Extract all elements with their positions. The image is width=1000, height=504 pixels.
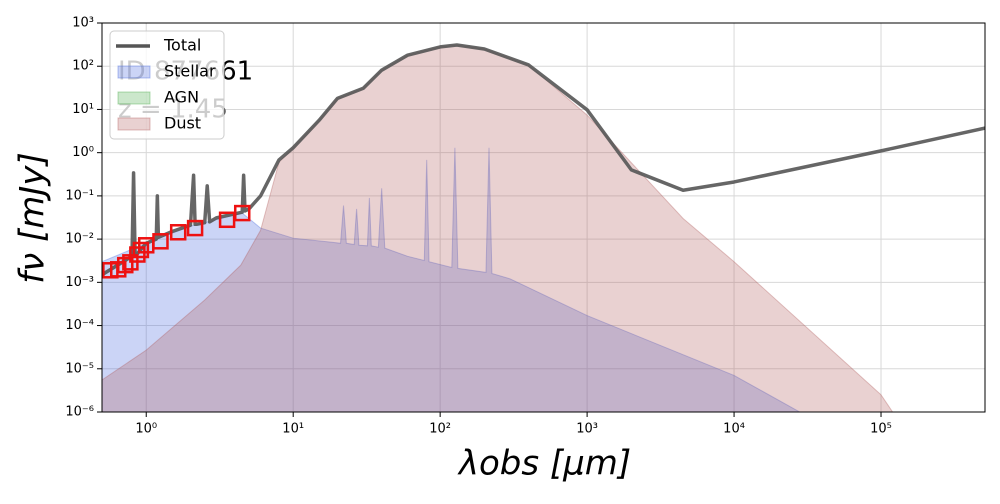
line: [102, 43, 985, 277]
x-axis-label: λobs [μm]: [457, 444, 631, 484]
y-tick-label: 10⁻⁶: [65, 405, 94, 420]
data-point: [186, 219, 204, 237]
ticks: 10⁰ 10¹ 10² 10³ 10⁴ 10⁵ 10⁻⁶ 10⁻⁵ 10⁻⁴ 10⁻³ 10⁻² 10…: [65, 16, 892, 437]
x-tick-label: 10¹: [282, 422, 304, 437]
data-point: [129, 246, 146, 263]
legend-swatch: [117, 117, 151, 131]
legend-swatch: [117, 91, 151, 105]
legend-label: AGN: [164, 88, 199, 107]
data-point: [117, 256, 134, 274]
x-tick-label: 10³: [576, 422, 598, 437]
x-tick-label: 10⁵: [870, 422, 892, 437]
legend-label: Total: [163, 36, 201, 55]
y-tick-label: 10⁻¹: [65, 188, 94, 203]
y-tick-label: 10⁻²: [65, 232, 94, 247]
grid: [102, 22, 985, 413]
y-tick-label: 10³: [72, 16, 94, 31]
data-point: [233, 204, 251, 222]
x-tick-label: 10⁰: [135, 422, 157, 437]
data-point: [152, 233, 169, 250]
data-point: [132, 241, 150, 259]
y-tick-label: 10¹: [72, 102, 94, 117]
legend: Total Stellar AGN Dust: [109, 30, 225, 140]
axes-frame: [101, 22, 986, 413]
y-axis-label: fν [mJy]: [13, 152, 53, 284]
legend-swatch: [117, 65, 151, 79]
legend-label: Dust: [164, 114, 201, 133]
y-tick-label: 10⁻⁴: [65, 318, 94, 333]
y-tick-label: 10²: [72, 59, 94, 74]
legend-label: Stellar: [164, 62, 216, 81]
legend-box: [109, 30, 225, 140]
y-tick-label: 10⁰: [72, 145, 94, 160]
x-tick-label: 10⁴: [723, 422, 745, 437]
y-tick-label: 10⁻³: [65, 275, 94, 290]
area: [102, 147, 801, 412]
y-tick-label: 10⁻⁵: [65, 361, 94, 376]
x-tick-label: 10²: [429, 422, 451, 437]
data-point: [169, 224, 187, 241]
plot-area: [102, 43, 985, 412]
